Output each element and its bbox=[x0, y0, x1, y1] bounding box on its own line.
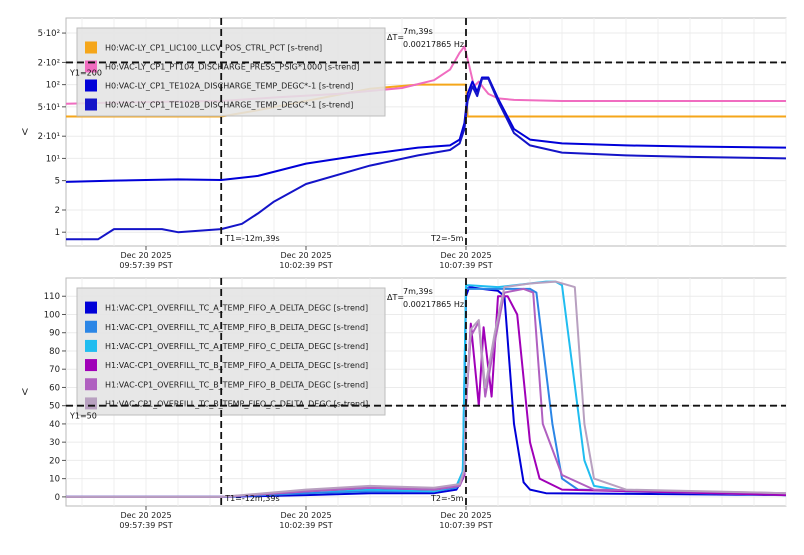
series-line-1 bbox=[66, 286, 786, 498]
y-tick-label: 5 bbox=[55, 177, 60, 187]
legend[interactable]: H1:VAC-CP1_OVERFILL_TC_A_TEMP_FIFO_A_DEL… bbox=[76, 287, 386, 416]
legend-label: H1:VAC-CP1_OVERFILL_TC_A_TEMP_FIFO_C_DEL… bbox=[105, 342, 368, 351]
delta-time: 7m,39s bbox=[403, 287, 433, 296]
y-tick-label: 70 bbox=[49, 365, 60, 375]
y-tick-label: 80 bbox=[49, 347, 60, 357]
legend-label: H0:VAC-LY_CP1_TE102B_DISCHARGE_TEMP_DEGC… bbox=[105, 101, 353, 110]
series-line-4 bbox=[66, 77, 786, 241]
legend-swatch bbox=[85, 79, 97, 92]
delta-frequency: 0.00217865 Hz bbox=[403, 300, 464, 309]
legend-label: H0:VAC-LY_CP1_PT104_DISCHARGE_PRESS_PSIG… bbox=[105, 63, 359, 72]
y-tick-label: 40 bbox=[49, 420, 60, 430]
delta-frequency: 0.00217865 Hz bbox=[403, 40, 464, 49]
cursor-y1-label: Y1=200 bbox=[69, 68, 102, 77]
cursors: T1=-12m,39s T2=-5m Y1=50 ΔT=7m,39s 0.0021786… bbox=[66, 278, 786, 506]
y-tick-label: 90 bbox=[49, 329, 60, 339]
legend-swatch bbox=[85, 397, 97, 410]
legend-box bbox=[76, 287, 386, 416]
y-tick-label: 60 bbox=[49, 383, 60, 393]
x-tick-label-time: 10:02:39 PST bbox=[279, 521, 332, 530]
x-tick-label-time: 09:57:39 PST bbox=[119, 521, 172, 530]
x-tick-label-date: Dec 20 2025 bbox=[120, 511, 171, 520]
legend-swatch bbox=[85, 41, 97, 54]
y-tick-label: 2·10² bbox=[38, 58, 60, 68]
legend-label: H1:VAC-CP1_OVERFILL_TC_A_TEMP_FIFO_A_DEL… bbox=[105, 304, 368, 313]
series-group bbox=[66, 280, 786, 498]
y-tick-label: 100 bbox=[44, 310, 60, 320]
x-tick-label-date: Dec 20 2025 bbox=[440, 511, 491, 520]
y-tick-label: 110 bbox=[44, 292, 60, 302]
series-line-6 bbox=[66, 280, 786, 498]
y-axis-label: V bbox=[22, 388, 29, 398]
y-tick-label: 2·10¹ bbox=[38, 132, 60, 142]
y-tick-label: 1 bbox=[55, 228, 60, 238]
delta-time: 7m,39s bbox=[403, 27, 433, 36]
y-tick-label: 30 bbox=[49, 438, 60, 448]
legend-swatch bbox=[85, 98, 97, 111]
legend-label: H1:VAC-CP1_OVERFILL_TC_B_TEMP_FIFO_B_DEL… bbox=[105, 380, 368, 389]
y-tick-label: 50 bbox=[49, 402, 60, 412]
cursor-t1-label: T1=-12m,39s bbox=[224, 494, 279, 503]
y-tick-label: 10¹ bbox=[46, 154, 60, 164]
series-line-3 bbox=[66, 280, 786, 498]
y-tick-label: 10² bbox=[46, 81, 60, 91]
legend-label: H1:VAC-CP1_OVERFILL_TC_B_TEMP_FIFO_A_DEL… bbox=[105, 361, 368, 370]
y-tick-label: 5·10² bbox=[38, 29, 60, 39]
delta-label: ΔT= bbox=[387, 293, 404, 302]
x-tick-label-time: 10:02:39 PST bbox=[279, 261, 332, 270]
cursor-y1-label: Y1=50 bbox=[69, 412, 97, 421]
cursor-t2-label: T2=-5m bbox=[430, 494, 464, 503]
y-tick-label: 2 bbox=[55, 206, 60, 216]
legend-label: H1:VAC-CP1_OVERFILL_TC_A_TEMP_FIFO_B_DEL… bbox=[105, 323, 368, 332]
y-tick-label: 5·10¹ bbox=[38, 103, 60, 113]
legend-box bbox=[76, 27, 386, 117]
y-tick-label: 10 bbox=[49, 475, 60, 485]
legend[interactable]: H0:VAC-LY_CP1_LIC100_LLCV_POS_CTRL_PCT [… bbox=[76, 27, 386, 117]
legend-swatch bbox=[85, 359, 97, 372]
series-line-3 bbox=[66, 76, 786, 183]
cursor-t2-label: T2=-5m bbox=[430, 234, 464, 243]
x-tick-label-date: Dec 20 2025 bbox=[280, 251, 331, 260]
legend-swatch bbox=[85, 320, 97, 333]
y-tick-label: 0 bbox=[55, 493, 60, 503]
legend-swatch bbox=[85, 339, 97, 352]
x-tick-label-time: 09:57:39 PST bbox=[119, 261, 172, 270]
cursor-t1-label: T1=-12m,39s bbox=[224, 234, 279, 243]
x-tick-label-time: 10:07:39 PST bbox=[439, 261, 492, 270]
cursors: T1=-12m,39s T2=-5m Y1=200 ΔT=7m,39s 0.002178… bbox=[66, 18, 786, 246]
legend-label: H0:VAC-LY_CP1_TE102A_DISCHARGE_TEMP_DEGC… bbox=[105, 82, 353, 91]
legend-label: H1:VAC-CP1_OVERFILL_TC_B_TEMP_FIFO_C_DEL… bbox=[105, 399, 368, 408]
legend-swatch bbox=[85, 60, 97, 73]
legend-label: H0:VAC-LY_CP1_LIC100_LLCV_POS_CTRL_PCT [… bbox=[105, 44, 322, 53]
x-tick-label-time: 10:07:39 PST bbox=[439, 521, 492, 530]
x-tick-label-date: Dec 20 2025 bbox=[280, 511, 331, 520]
plot-panel-1: 5·10² 2·10² 10² 5·10¹ 2·10¹ 10¹ 5 2 1 V Dec 20 202… bbox=[22, 17, 787, 270]
y-tick-label: 20 bbox=[49, 456, 60, 466]
x-tick-label-date: Dec 20 2025 bbox=[120, 251, 171, 260]
legend-swatch bbox=[85, 378, 97, 391]
delta-label: ΔT= bbox=[387, 33, 404, 42]
legend-swatch bbox=[85, 301, 97, 314]
y-axis-label: V bbox=[22, 128, 29, 138]
x-tick-label-date: Dec 20 2025 bbox=[440, 251, 491, 260]
